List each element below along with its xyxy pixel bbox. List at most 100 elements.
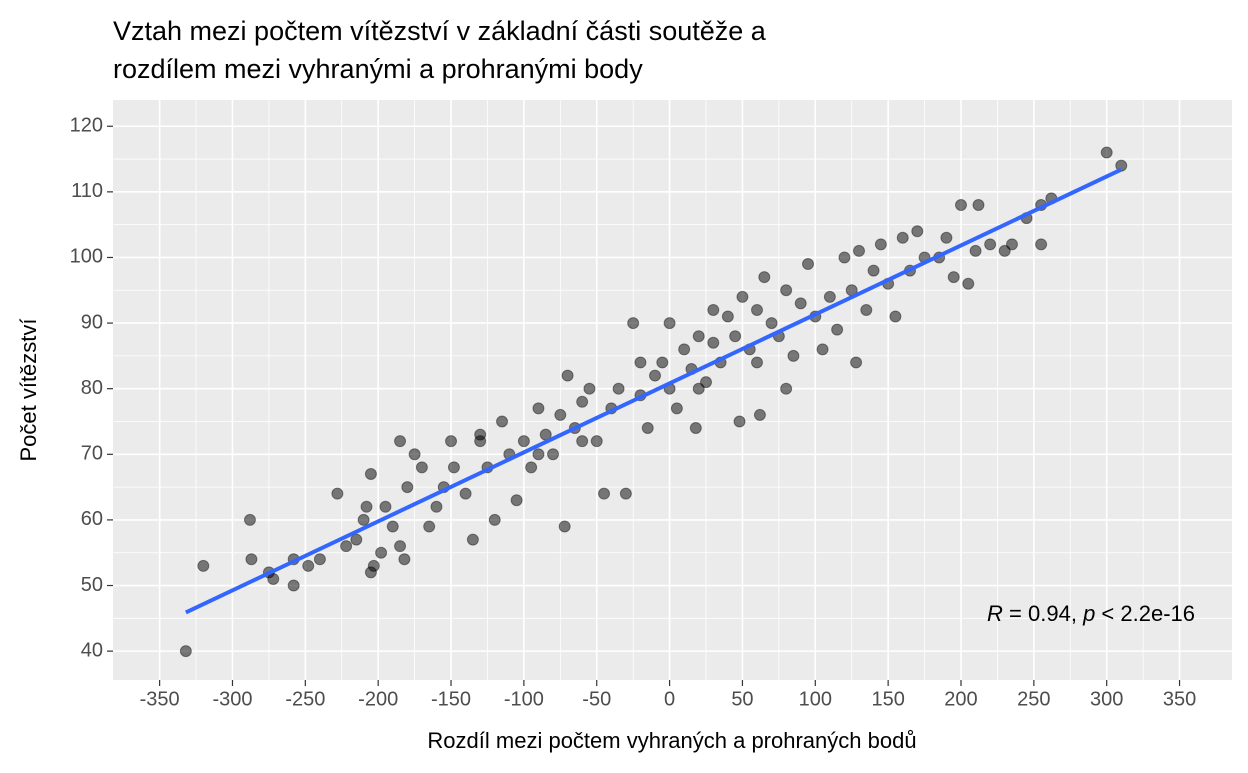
point bbox=[267, 572, 280, 585]
x-tick-label: 100 bbox=[799, 688, 832, 710]
x-tick-label: -200 bbox=[358, 688, 398, 710]
point bbox=[517, 435, 530, 448]
x-tick-label: 250 bbox=[1017, 688, 1050, 710]
point bbox=[525, 461, 538, 474]
point bbox=[510, 494, 523, 507]
point bbox=[780, 382, 793, 395]
point bbox=[357, 513, 370, 526]
point bbox=[794, 297, 807, 310]
y-tick-label: 70 bbox=[81, 443, 103, 465]
x-tick-label: -250 bbox=[285, 688, 325, 710]
point bbox=[838, 251, 851, 264]
x-tick-label: 50 bbox=[731, 688, 753, 710]
point bbox=[751, 356, 764, 369]
chart-title: rozdílem mezi vyhranými a prohranými bod… bbox=[113, 54, 643, 84]
x-tick-label: 350 bbox=[1163, 688, 1196, 710]
x-tick-label: -100 bbox=[504, 688, 544, 710]
point bbox=[736, 290, 749, 303]
y-tick-label: 80 bbox=[81, 377, 103, 399]
point bbox=[984, 238, 997, 251]
point bbox=[245, 553, 258, 566]
point bbox=[459, 487, 472, 500]
point bbox=[532, 448, 545, 461]
point bbox=[415, 461, 428, 474]
point bbox=[561, 369, 574, 382]
point bbox=[447, 461, 460, 474]
point bbox=[313, 553, 326, 566]
annotation-r: R bbox=[987, 601, 1003, 626]
point bbox=[360, 500, 373, 513]
y-axis-label: Počet vítězství bbox=[16, 318, 41, 461]
y-tick-label: 60 bbox=[81, 508, 103, 530]
point bbox=[340, 540, 353, 553]
point bbox=[488, 513, 501, 526]
chart-title: Vztah mezi počtem vítězství v základní č… bbox=[113, 16, 767, 46]
point bbox=[765, 317, 778, 330]
point bbox=[896, 231, 909, 244]
point bbox=[398, 553, 411, 566]
point bbox=[972, 198, 985, 211]
point bbox=[729, 330, 742, 343]
point bbox=[1100, 146, 1113, 159]
point bbox=[751, 303, 764, 316]
point bbox=[423, 520, 436, 533]
point bbox=[367, 559, 380, 572]
point bbox=[445, 435, 458, 448]
point bbox=[707, 303, 720, 316]
point bbox=[496, 415, 509, 428]
point bbox=[969, 244, 982, 257]
point bbox=[430, 500, 443, 513]
point bbox=[940, 231, 953, 244]
y-tick-label: 40 bbox=[81, 639, 103, 661]
point bbox=[364, 467, 377, 480]
x-tick-label: -300 bbox=[212, 688, 252, 710]
point bbox=[466, 533, 479, 546]
point bbox=[558, 520, 571, 533]
point bbox=[649, 369, 662, 382]
point bbox=[780, 284, 793, 297]
point bbox=[532, 402, 545, 415]
point bbox=[1035, 238, 1048, 251]
annotation: R = 0.94, p < 2.2e-16 bbox=[987, 601, 1195, 626]
annotation-p: p bbox=[1082, 601, 1095, 626]
point bbox=[576, 435, 589, 448]
point bbox=[197, 559, 210, 572]
point bbox=[634, 356, 647, 369]
point bbox=[612, 382, 625, 395]
annotation-p-value: < 2.2e-16 bbox=[1095, 601, 1195, 626]
point bbox=[331, 487, 344, 500]
point bbox=[889, 310, 902, 323]
point bbox=[547, 448, 560, 461]
y-tick-label: 120 bbox=[70, 115, 103, 137]
point bbox=[689, 422, 702, 435]
point bbox=[663, 317, 676, 330]
point bbox=[401, 481, 414, 494]
x-tick-label: 0 bbox=[664, 688, 675, 710]
point bbox=[583, 382, 596, 395]
point bbox=[350, 533, 363, 546]
point bbox=[590, 435, 603, 448]
point bbox=[678, 343, 691, 356]
point bbox=[179, 645, 192, 658]
point bbox=[627, 317, 640, 330]
point bbox=[598, 487, 611, 500]
x-tick-label: -50 bbox=[582, 688, 611, 710]
y-tick-label: 50 bbox=[81, 574, 103, 596]
point bbox=[947, 271, 960, 284]
point bbox=[656, 356, 669, 369]
point bbox=[733, 415, 746, 428]
point bbox=[911, 225, 924, 238]
point bbox=[721, 310, 734, 323]
point bbox=[692, 330, 705, 343]
point bbox=[707, 336, 720, 349]
point bbox=[394, 540, 407, 553]
point bbox=[576, 395, 589, 408]
point bbox=[831, 323, 844, 336]
x-tick-label: 150 bbox=[871, 688, 904, 710]
point bbox=[823, 290, 836, 303]
point bbox=[302, 559, 315, 572]
point bbox=[379, 500, 392, 513]
point bbox=[860, 303, 873, 316]
x-tick-label: 200 bbox=[944, 688, 977, 710]
